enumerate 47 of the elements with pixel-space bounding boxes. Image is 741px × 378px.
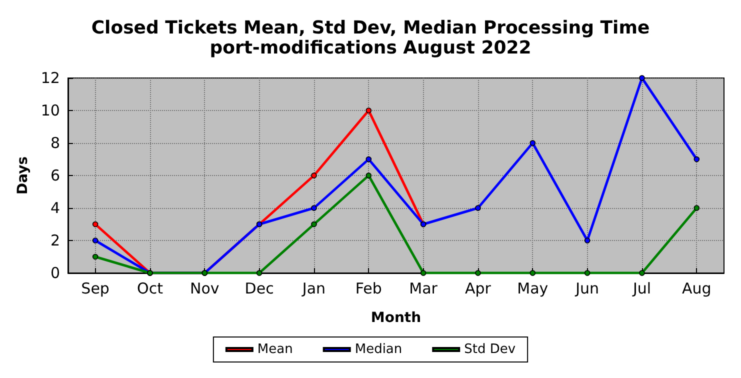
chart-subtitle: port-modifications August 2022 bbox=[210, 38, 532, 58]
x-tick-label: Nov bbox=[190, 280, 220, 298]
point bbox=[639, 75, 645, 81]
point bbox=[92, 254, 98, 260]
x-tick-label: Mar bbox=[409, 280, 438, 298]
y-axis-title: Days bbox=[15, 156, 31, 195]
point bbox=[530, 140, 536, 146]
y-tick-label: 10 bbox=[40, 102, 60, 120]
point bbox=[530, 270, 536, 276]
y-tick-label: 6 bbox=[50, 166, 60, 184]
point bbox=[256, 270, 262, 276]
y-tick-label: 8 bbox=[50, 134, 60, 152]
x-tick-label: Jan bbox=[301, 280, 326, 298]
legend-label: Mean bbox=[257, 342, 293, 357]
x-tick-label: Jun bbox=[574, 280, 600, 298]
point bbox=[92, 221, 98, 228]
point bbox=[639, 270, 645, 276]
x-tick-label: Apr bbox=[465, 280, 492, 298]
point bbox=[311, 205, 317, 211]
point bbox=[475, 270, 481, 276]
point bbox=[694, 205, 700, 211]
legend-label: Std Dev bbox=[464, 342, 516, 357]
point bbox=[366, 156, 372, 162]
point bbox=[311, 172, 317, 178]
x-tick-label: Sep bbox=[81, 280, 110, 298]
x-tick-label: Jul bbox=[632, 280, 652, 298]
point bbox=[420, 270, 426, 276]
x-tick-label: Feb bbox=[355, 280, 382, 298]
point bbox=[584, 270, 590, 276]
point bbox=[694, 156, 700, 162]
chart-title: Closed Tickets Mean, Std Dev, Median Processing Time bbox=[91, 18, 650, 38]
x-tick-label: Dec bbox=[244, 280, 274, 298]
y-tick-label: 0 bbox=[50, 264, 60, 282]
x-tick-label: Aug bbox=[682, 280, 712, 298]
point bbox=[366, 108, 372, 114]
point bbox=[584, 238, 590, 244]
point bbox=[311, 221, 317, 228]
point bbox=[475, 205, 481, 211]
x-tick-label: Oct bbox=[137, 280, 164, 298]
point bbox=[92, 238, 98, 244]
legend-label: Median bbox=[354, 342, 402, 357]
y-tick-label: 2 bbox=[50, 232, 60, 250]
x-tick-label: May bbox=[517, 280, 548, 298]
y-tick-label: 4 bbox=[50, 199, 60, 217]
y-tick-label: 12 bbox=[40, 69, 60, 87]
x-axis-title: Month bbox=[370, 310, 422, 326]
point bbox=[366, 172, 372, 178]
